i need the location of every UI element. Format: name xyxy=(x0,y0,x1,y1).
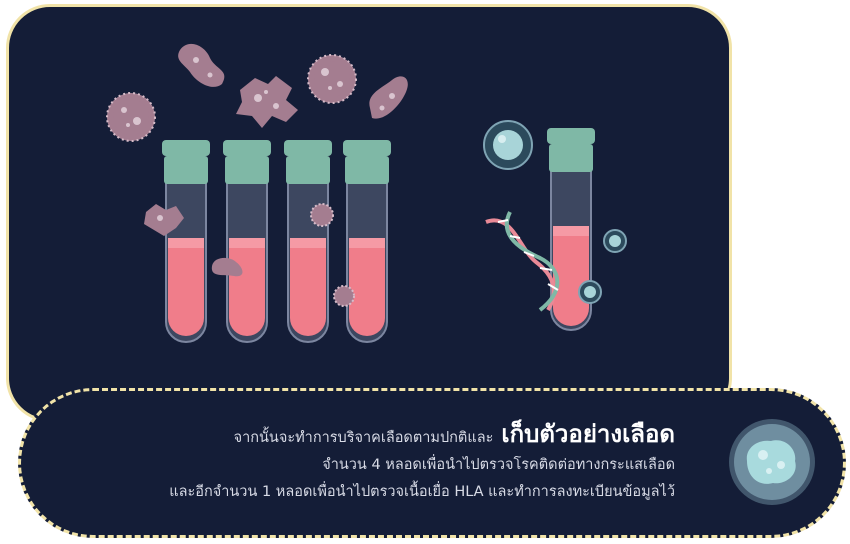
caption-line-3: และอีกจำนวน 1 หลอดเพื่อนำไปตรวจเนื้อเยื่… xyxy=(169,484,675,500)
cell-icon xyxy=(578,280,602,304)
test-tube-icon xyxy=(162,140,210,343)
germ-icon xyxy=(333,285,355,307)
germ-icon xyxy=(310,203,334,227)
germ-icon xyxy=(211,257,243,277)
test-tube-icon xyxy=(343,140,391,343)
dna-icon xyxy=(485,211,560,312)
caption-highlight: เก็บตัวอย่างเลือด xyxy=(501,420,675,448)
germ-icon xyxy=(236,76,298,128)
germ-icon xyxy=(144,204,184,236)
cell-icon xyxy=(603,229,627,253)
test-tube-icon xyxy=(223,140,271,343)
germ-icon xyxy=(307,54,357,104)
test-tube-icon xyxy=(284,140,332,343)
germ-icon xyxy=(106,92,156,142)
caption-text: จากนั้นจะทำการบริจาคเลือดตามปกติและ เก็บต… xyxy=(169,421,675,506)
germ-icon xyxy=(178,43,225,87)
caption-line-1: จากนั้นจะทำการบริจาคเลือดตามปกติและ เก็บต… xyxy=(169,421,675,452)
cell-icon xyxy=(483,120,533,170)
cell-icon xyxy=(729,419,815,505)
germ-icon xyxy=(369,76,408,119)
caption-line-1-prefix: จากนั้นจะทำการบริจาคเลือดตามปกติและ xyxy=(233,430,494,446)
caption-line-2: จำนวน 4 หลอดเพื่อนำไปตรวจโรคติดต่อทางกระ… xyxy=(322,457,675,473)
caption-box: จากนั้นจะทำการบริจาคเลือดตามปกติและ เก็บต… xyxy=(18,388,846,538)
